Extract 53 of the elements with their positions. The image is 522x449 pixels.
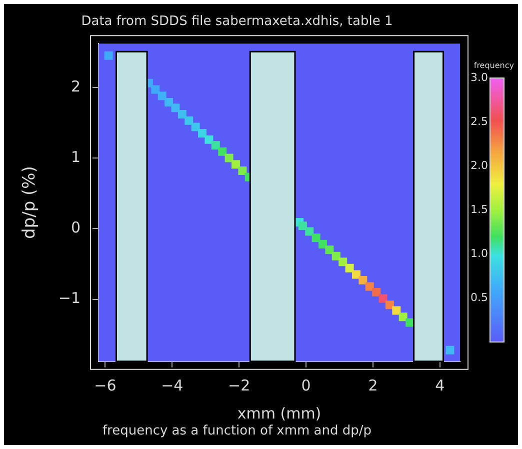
point xyxy=(158,92,166,100)
x-tick-label: −2 xyxy=(228,376,250,394)
y-tick-label: 1 xyxy=(70,148,81,166)
point xyxy=(325,246,334,254)
x-tick-label: 0 xyxy=(301,376,311,394)
point xyxy=(151,85,160,94)
point xyxy=(184,116,194,125)
x-tick-label: 4 xyxy=(435,376,445,394)
point xyxy=(365,282,374,291)
point xyxy=(224,154,234,162)
point xyxy=(385,300,394,310)
color-bar-label: 2.0 xyxy=(470,158,488,172)
color-bar-title: frequency xyxy=(474,61,514,70)
point xyxy=(345,264,354,272)
x-tick-label: −6 xyxy=(94,376,116,394)
color-bar-label: 0.5 xyxy=(470,290,488,304)
color-bar-label: 1.5 xyxy=(470,202,488,216)
point xyxy=(372,288,381,296)
color-bar-label: 1.0 xyxy=(470,246,488,260)
x-tick-label: −4 xyxy=(161,376,184,394)
chart-title: Data from SDDS file sabermaxeta.xdhis, table 1 xyxy=(81,14,393,30)
point xyxy=(398,312,408,322)
y-tick-label: −1 xyxy=(58,289,81,308)
point xyxy=(318,240,328,248)
point xyxy=(191,122,200,132)
point xyxy=(171,104,180,112)
point xyxy=(198,129,207,138)
point xyxy=(358,276,368,284)
text: frequency as a function of xmm and dp/p xyxy=(102,424,372,439)
point xyxy=(178,110,186,118)
point xyxy=(232,160,240,169)
x-tick-label: 2 xyxy=(368,376,378,394)
point xyxy=(204,135,214,144)
point xyxy=(238,166,247,175)
point xyxy=(378,294,388,303)
point xyxy=(352,270,360,279)
point xyxy=(446,346,454,354)
point xyxy=(338,258,348,266)
y-tick-label: 0 xyxy=(70,218,81,237)
y-axis-title: dp/p (%) xyxy=(20,166,40,239)
x-axis-title: xmm (mm) xyxy=(237,404,322,422)
y-tick-label: 2 xyxy=(70,77,81,96)
point xyxy=(392,306,401,315)
point xyxy=(298,222,307,230)
point xyxy=(312,234,320,242)
point xyxy=(305,227,314,236)
point xyxy=(164,98,174,106)
color-bar-label: 3.0 xyxy=(470,70,488,84)
point xyxy=(104,51,113,60)
point xyxy=(332,252,340,260)
point xyxy=(211,141,220,150)
point xyxy=(218,147,227,156)
color-bar-label: 2.5 xyxy=(470,114,488,128)
